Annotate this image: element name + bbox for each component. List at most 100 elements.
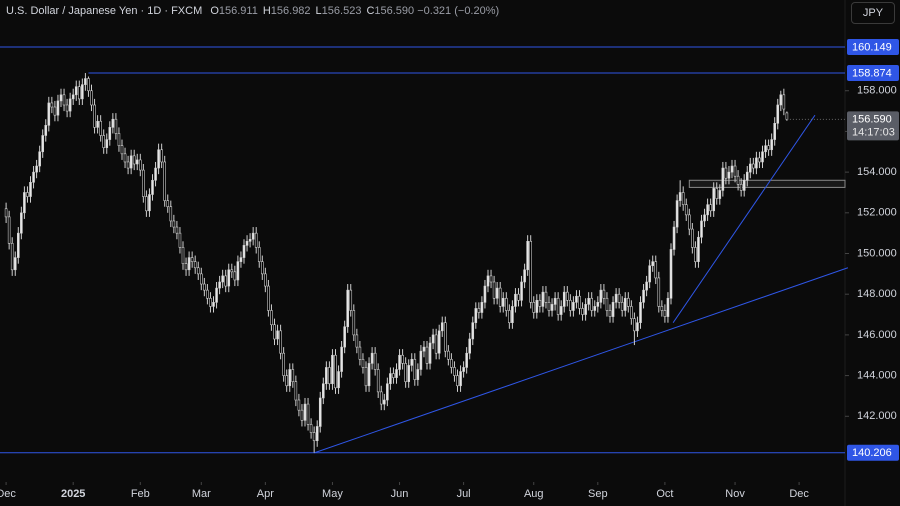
candle-body [483, 285, 487, 303]
candle-body [71, 94, 75, 100]
y-tick-label: 142.000 [857, 410, 897, 422]
candle-body [331, 354, 334, 385]
x-tick-label: Feb [131, 488, 150, 500]
candle-body [721, 167, 725, 191]
candle-body [108, 127, 112, 140]
candle-body [306, 403, 310, 425]
candle-body [401, 354, 404, 364]
candle-body [748, 163, 752, 173]
candle-body [755, 157, 758, 169]
candle-body [474, 308, 478, 323]
candle-body [666, 297, 670, 317]
candle-body [77, 86, 81, 100]
currency-button[interactable]: JPY [851, 2, 895, 24]
candle-body [480, 302, 484, 313]
candle-body [495, 287, 499, 299]
candle-body [633, 318, 636, 332]
change: −0.321 (−0.20%) [417, 5, 500, 17]
candle-body [300, 409, 304, 421]
candle-body [623, 297, 627, 311]
candle-body [373, 352, 377, 370]
candle-body [349, 289, 353, 311]
candle-body [84, 78, 87, 85]
candle-body [724, 167, 728, 179]
candle-body [779, 94, 783, 106]
candle-body [105, 139, 109, 149]
candle-body [535, 300, 539, 313]
candle-body [660, 306, 664, 311]
candle-body [654, 261, 658, 279]
candle-body [352, 310, 356, 336]
candle-body [334, 354, 337, 389]
ohlc-fields: O156.911 H156.982 L156.523 C156.590 [205, 5, 417, 17]
candle-body [190, 257, 194, 262]
candle-body [428, 342, 432, 364]
candle-body [312, 432, 316, 441]
candle-body [691, 228, 694, 248]
field-key: L [315, 5, 322, 17]
candle-body [776, 104, 780, 124]
candle-body [596, 302, 600, 307]
candle-body [544, 291, 548, 303]
candle-body [32, 171, 35, 183]
candle-body [117, 133, 121, 146]
candle-body [260, 261, 264, 275]
candle-body [675, 200, 679, 228]
candle-body [132, 155, 136, 165]
candle-body [486, 275, 490, 287]
candle-body [602, 289, 606, 299]
candle-body [712, 188, 715, 212]
candle-body [206, 289, 209, 299]
candle-body [758, 157, 761, 163]
y-tick-label: 152.000 [857, 207, 897, 219]
candle-body [367, 363, 371, 387]
candle-body [511, 306, 514, 323]
candle-body [678, 192, 682, 201]
trendline [313, 267, 849, 454]
field-key: H [262, 5, 271, 17]
candle-body [508, 310, 511, 323]
field-value: 156.523 [321, 5, 362, 17]
x-tick-label: Jul [457, 488, 471, 500]
candle-body [648, 265, 651, 283]
candle-body [556, 297, 560, 315]
candle-body [538, 300, 542, 307]
candle-body [575, 295, 578, 303]
candle-body [193, 261, 197, 269]
candle-body [288, 369, 292, 387]
candle-body [157, 149, 160, 169]
candle-body [672, 226, 676, 250]
candle-body [718, 190, 722, 199]
x-tick-label: Oct [656, 488, 673, 500]
candle-body [386, 383, 389, 401]
x-tick-label: Mar [192, 488, 211, 500]
candle-body [23, 192, 26, 214]
candle-body [550, 304, 554, 311]
candle-body [669, 249, 673, 299]
candle-body [636, 322, 639, 332]
candle-body [276, 330, 279, 340]
candle-body [142, 169, 145, 197]
candle-body [739, 184, 743, 191]
candle-body [706, 204, 709, 216]
candle-body [590, 297, 593, 311]
candle-body [7, 216, 11, 244]
candle-body [520, 281, 523, 301]
field-key: O [210, 5, 219, 17]
candle-body [145, 196, 148, 212]
candle-body [236, 261, 240, 281]
level-label-bg [847, 39, 899, 56]
candle-body [59, 94, 63, 102]
candle-body [184, 263, 188, 271]
candle-body [663, 310, 667, 317]
candle-body [175, 226, 179, 234]
candle-body [20, 212, 23, 234]
candle-body [166, 200, 170, 208]
candle-body [447, 350, 450, 360]
candle-body [209, 297, 212, 307]
candle-body [364, 367, 368, 387]
candle-body [267, 285, 270, 311]
candle-body [565, 291, 569, 301]
candle-body [221, 275, 224, 283]
